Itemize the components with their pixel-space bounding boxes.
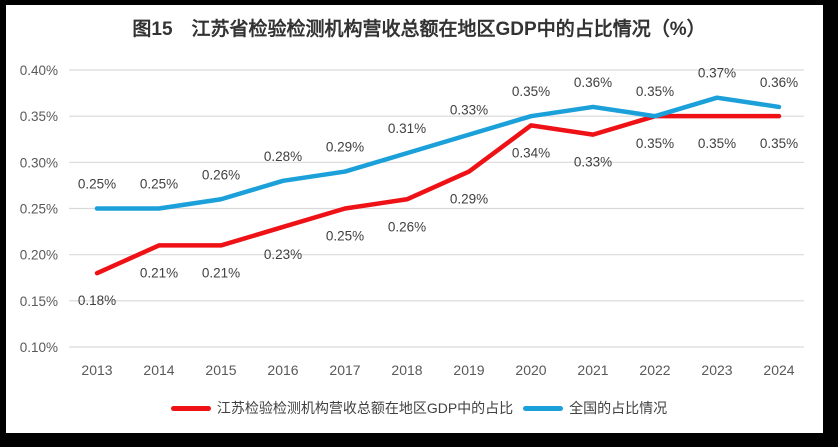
x-axis-label: 2014	[143, 362, 174, 378]
y-axis-tick-label: 0.20%	[20, 248, 58, 263]
data-label: 0.34%	[512, 145, 550, 160]
data-label: 0.25%	[140, 177, 178, 192]
x-axis-label: 2016	[267, 362, 298, 378]
legend-item-jiangsu: 江苏检验检测机构营收总额在地区GDP中的占比	[170, 398, 514, 418]
series-line-1	[94, 95, 782, 211]
data-label: 0.36%	[760, 75, 798, 90]
data-label: 0.18%	[78, 293, 116, 308]
legend-label-jiangsu: 江苏检验检测机构营收总额在地区GDP中的占比	[216, 400, 514, 416]
data-label: 0.35%	[636, 136, 674, 151]
data-label: 0.35%	[512, 84, 550, 99]
data-label: 0.29%	[326, 140, 364, 155]
y-axis-tick-label: 0.25%	[20, 202, 58, 217]
x-axis-label: 2021	[577, 362, 608, 378]
data-label: 0.21%	[140, 265, 178, 280]
chart-title: 图15 江苏省检验检测机构营收总额在地区GDP中的占比情况（%）	[132, 19, 706, 40]
data-label: 0.33%	[450, 103, 488, 118]
legend-item-national: 全国的占比情况	[523, 398, 667, 418]
x-axis-label: 2013	[81, 362, 112, 378]
data-label: 0.36%	[574, 75, 612, 90]
x-axis-label: 2022	[639, 362, 670, 378]
chart-canvas	[6, 5, 823, 433]
x-axis-label: 2019	[453, 362, 484, 378]
data-label: 0.29%	[450, 192, 488, 207]
x-axis-label: 2015	[205, 362, 236, 378]
data-label: 0.23%	[264, 247, 302, 262]
x-axis-label: 2017	[329, 362, 360, 378]
x-axis-label: 2020	[515, 362, 546, 378]
data-label: 0.25%	[78, 177, 116, 192]
data-label: 0.33%	[574, 155, 612, 170]
y-axis-tick-label: 0.35%	[20, 109, 58, 124]
y-axis-tick-label: 0.30%	[20, 155, 58, 170]
data-label: 0.35%	[636, 84, 674, 99]
chart-legend: 江苏检验检测机构营收总额在地区GDP中的占比 全国的占比情况	[0, 398, 838, 418]
data-label: 0.37%	[698, 66, 736, 81]
x-axis-label: 2024	[763, 362, 794, 378]
data-label: 0.25%	[326, 229, 364, 244]
legend-label-national: 全国的占比情况	[569, 400, 668, 416]
legend-swatch-jiangsu-line	[170, 405, 211, 411]
data-label: 0.26%	[202, 167, 240, 182]
data-label: 0.31%	[388, 121, 426, 136]
y-axis-tick-label: 0.15%	[20, 294, 58, 309]
data-label: 0.21%	[202, 265, 240, 280]
legend-swatch-national-line	[523, 405, 564, 411]
series-line-0	[94, 113, 782, 276]
data-label: 0.26%	[388, 219, 426, 234]
y-axis-tick-label: 0.40%	[20, 63, 58, 78]
data-label: 0.35%	[698, 136, 736, 151]
x-axis-label: 2023	[701, 362, 732, 378]
y-axis-tick-label: 0.10%	[20, 340, 58, 355]
data-label: 0.35%	[760, 136, 798, 151]
x-axis-label: 2018	[391, 362, 422, 378]
data-label: 0.28%	[264, 149, 302, 164]
